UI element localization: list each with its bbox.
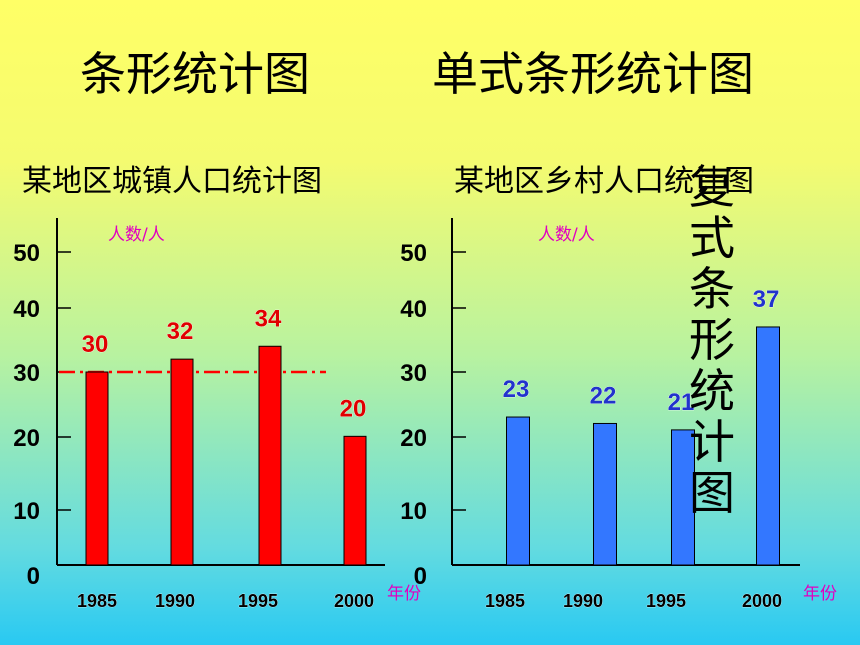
urban-data-label: 34 [255, 305, 282, 332]
urban-x-tick-label: 1990 [155, 591, 195, 611]
urban-y-tick-label: 0 [27, 563, 40, 590]
rural-bar [671, 429, 695, 566]
chart-title-urban: 某地区城镇人口统计图 [22, 164, 322, 199]
rural-bar [756, 326, 780, 566]
rural-data-label: 21 [668, 389, 695, 416]
rural-y-tick-label: 0 [414, 563, 427, 590]
rural-y-tick-label: 30 [400, 360, 427, 387]
rural-data-label: 37 [753, 286, 780, 313]
urban-bar [85, 371, 109, 566]
heading-single-bar-chart: 单式条形统计图 [432, 47, 754, 101]
rural-x-unit-label: 年份 [803, 584, 837, 604]
urban-y-tick-label: 10 [13, 498, 40, 525]
rural-y-unit-label: 人数/人 [538, 225, 595, 245]
rural-x-tick-label: 1995 [646, 591, 686, 611]
rural-data-label: 23 [503, 376, 530, 403]
urban-y-tick-label: 20 [13, 425, 40, 452]
urban-data-label: 32 [167, 318, 194, 345]
rural-x-tick-label: 2000 [742, 591, 782, 611]
rural-y-tick-label: 20 [400, 425, 427, 452]
heading-compound-bar-chart: 复式条形统计图 [689, 160, 735, 520]
urban-x-tick-label: 1985 [77, 591, 117, 611]
urban-bar [170, 358, 194, 566]
heading-bar-chart: 条形统计图 [80, 47, 310, 101]
rural-x-tick-label: 1990 [563, 591, 603, 611]
urban-bar [258, 345, 282, 566]
urban-data-label: 30 [82, 331, 109, 358]
rural-bar [593, 422, 617, 566]
urban-y-tick-label: 40 [13, 296, 40, 323]
rural-y-tick-label: 10 [400, 498, 427, 525]
rural-y-tick-label: 50 [400, 240, 427, 267]
rural-y-tick-label: 40 [400, 296, 427, 323]
urban-y-unit-label: 人数/人 [108, 225, 165, 245]
urban-y-tick-label: 30 [13, 360, 40, 387]
rural-bar [506, 416, 530, 566]
rural-data-label: 22 [590, 382, 617, 409]
urban-x-tick-label: 2000 [334, 591, 374, 611]
urban-bar [343, 435, 367, 566]
rural-x-tick-label: 1985 [485, 591, 525, 611]
urban-x-tick-label: 1995 [238, 591, 278, 611]
urban-y-tick-label: 50 [13, 240, 40, 267]
chart-title-rural: 某地区乡村人口统计图 [454, 164, 754, 199]
urban-x-unit-label: 年份 [387, 584, 421, 604]
urban-data-label: 20 [340, 395, 367, 422]
